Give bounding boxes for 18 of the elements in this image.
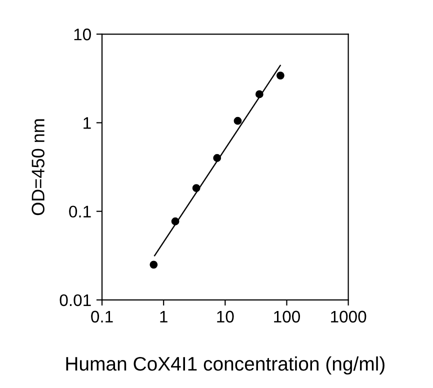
point: [213, 154, 222, 162]
y-tick-label: 0.01: [60, 294, 91, 306]
point: [234, 116, 242, 125]
point: [192, 184, 200, 192]
x-axis-title: Human CoX4I1 concentration (ng/ml): [66, 356, 384, 375]
y-axis-title: OD=450 nm: [32, 119, 44, 216]
point: [255, 90, 264, 98]
x-tick-label: 1: [160, 310, 168, 322]
y-tick-label: 0.1: [69, 206, 91, 218]
x-tick-label: 1000: [331, 310, 366, 323]
point: [276, 72, 284, 80]
x-tick-label: 100: [274, 310, 300, 323]
point: [171, 217, 180, 226]
y-tick-label: 10: [74, 28, 91, 40]
point: [150, 260, 158, 269]
y-tick-label: 1: [84, 117, 91, 129]
x-tick-label: 10: [217, 310, 234, 323]
x-tick-label: 0.1: [91, 310, 113, 323]
